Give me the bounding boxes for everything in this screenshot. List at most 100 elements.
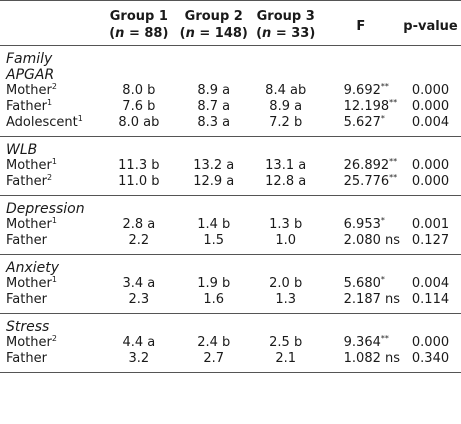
section-title: Family <box>0 45 461 67</box>
header-row-1: Group 1 Group 2 Group 3 F p-value <box>0 0 461 46</box>
table-row: Father 2.2 1.5 1.0 2.080 ns 0.127 <box>0 233 461 255</box>
group-2-value: 8.3 a <box>197 115 231 130</box>
section-title: WLB <box>0 136 461 158</box>
group-3-value: 8.4 ab <box>265 83 307 98</box>
results-table: Group 1 Group 2 Group 3 F p-value (n = 8… <box>0 0 461 373</box>
header-p-value: p-value <box>400 0 461 46</box>
p-value: 0.000 <box>411 83 450 98</box>
row-label: Mother1 <box>6 275 57 292</box>
group-2-value: 1.5 <box>203 233 225 248</box>
header-group-3: Group 3 <box>249 0 322 25</box>
p-value: 0.000 <box>411 158 450 173</box>
table-row: Mother1 11.3 b 13.2 a 13.1 a 26.892** 0.000 <box>0 158 461 174</box>
header-empty-cell <box>0 0 100 25</box>
table-row: Mother2 4.4 a 2.4 b 2.5 b 9.364** 0.000 <box>0 335 461 351</box>
section-title-line-2: APGAR <box>6 67 55 83</box>
group-3-value: 12.8 a <box>265 174 307 189</box>
table-row: Father1 7.6 b 8.7 a 8.9 a 12.198** 0.000 <box>0 99 461 115</box>
table-row: Adolescent1 8.0 ab 8.3 a 7.2 b 5.627* 0.004 <box>0 115 461 137</box>
p-value: 0.114 <box>411 292 450 307</box>
row-label: Father2 <box>6 173 53 190</box>
group-1-value: 2.2 <box>128 233 150 248</box>
row-label: Father <box>0 351 100 373</box>
table-row: Father 2.3 1.6 1.3 2.187 ns 0.114 <box>0 292 461 314</box>
p-value: 0.004 <box>411 115 450 130</box>
f-value: 2.187 ns <box>343 292 401 307</box>
f-value: 5.627* <box>343 114 385 131</box>
p-value: 0.001 <box>411 217 450 232</box>
header-group-2: Group 2 <box>177 0 250 25</box>
section-title-row: Family <box>0 45 461 67</box>
section-title: Depression <box>0 195 461 217</box>
group-2-value: 2.4 b <box>197 335 231 350</box>
header-f: F <box>321 0 401 46</box>
f-value: 12.198** <box>343 98 398 115</box>
group-1-value: 7.6 b <box>122 99 156 114</box>
group-3-value: 7.2 b <box>269 115 303 130</box>
group-1-value: 11.3 b <box>118 158 160 173</box>
p-value: 0.000 <box>411 99 450 114</box>
group-3-value: 1.3 <box>275 292 297 307</box>
group-1-value: 11.0 b <box>118 174 160 189</box>
p-value: 0.127 <box>411 233 450 248</box>
table-row: Father2 11.0 b 12.9 a 12.8 a 25.776** 0.000 <box>0 174 461 196</box>
section-title: Anxiety <box>0 254 461 276</box>
group-3-value: 8.9 a <box>269 99 303 114</box>
header-group-1: Group 1 <box>99 0 178 25</box>
header-group-2-n: (n = 148) <box>179 26 248 41</box>
f-value: 9.692** <box>343 82 389 99</box>
section-title-row: Stress <box>0 313 461 335</box>
section-title-row: Depression <box>0 195 461 217</box>
group-1-value: 2.8 a <box>122 217 156 232</box>
header-group-3-n: (n = 33) <box>256 26 316 41</box>
p-value: 0.004 <box>411 276 450 291</box>
header-empty-cell <box>0 25 100 46</box>
group-3-value: 2.5 b <box>269 335 303 350</box>
group-3-value: 2.1 <box>249 351 322 373</box>
header-group-1-n: (n = 88) <box>109 26 169 41</box>
group-2-value: 8.7 a <box>197 99 231 114</box>
f-value: 26.892** <box>343 157 398 174</box>
section-title: Stress <box>0 313 461 335</box>
header-row-2: (n = 88) (n = 148) (n = 33) <box>0 25 461 46</box>
row-label: Mother1 <box>6 157 57 174</box>
group-3-value: 13.1 a <box>265 158 307 173</box>
group-2-value: 1.9 b <box>197 276 231 291</box>
group-1-value: 4.4 a <box>122 335 156 350</box>
section-title-row-2: APGAR <box>0 67 461 83</box>
group-3-value: 1.0 <box>275 233 297 248</box>
row-label: Adolescent1 <box>6 114 83 131</box>
section-title-row: Anxiety <box>0 254 461 276</box>
f-value: 5.680* <box>343 275 385 292</box>
table-row: Mother1 3.4 a 1.9 b 2.0 b 5.680* 0.004 <box>0 276 461 292</box>
row-label: Mother1 <box>6 216 57 233</box>
group-1-value: 3.4 a <box>122 276 156 291</box>
table-row: Father 3.2 2.7 2.1 1.082 ns 0.340 <box>0 351 461 373</box>
group-1-value: 8.0 ab <box>118 115 160 130</box>
section-title-row: WLB <box>0 136 461 158</box>
table-row: Mother1 2.8 a 1.4 b 1.3 b 6.953* 0.001 <box>0 217 461 233</box>
group-2-value: 1.4 b <box>197 217 231 232</box>
table-body: Family APGAR Mother2 8.0 b 8.9 a 8.4 ab 9.692*… <box>0 45 461 373</box>
p-value: 0.340 <box>400 351 461 373</box>
group-2-value: 12.9 a <box>193 174 235 189</box>
group-3-value: 1.3 b <box>269 217 303 232</box>
row-label: Father <box>6 292 47 307</box>
f-value: 25.776** <box>343 173 398 190</box>
group-2-value: 2.7 <box>177 351 250 373</box>
f-value: 9.364** <box>343 334 389 351</box>
p-value: 0.000 <box>411 335 450 350</box>
f-value: 6.953* <box>343 216 385 233</box>
f-value: 1.082 ns <box>321 351 401 373</box>
f-value: 2.080 ns <box>343 233 401 248</box>
group-3-value: 2.0 b <box>269 276 303 291</box>
group-1-value: 2.3 <box>128 292 150 307</box>
row-label: Mother2 <box>6 82 57 99</box>
group-1-value: 3.2 <box>99 351 178 373</box>
group-1-value: 8.0 b <box>122 83 156 98</box>
row-label: Father <box>6 233 47 248</box>
group-2-value: 1.6 <box>203 292 225 307</box>
p-value: 0.000 <box>411 174 450 189</box>
table-row: Mother2 8.0 b 8.9 a 8.4 ab 9.692** 0.000 <box>0 83 461 99</box>
